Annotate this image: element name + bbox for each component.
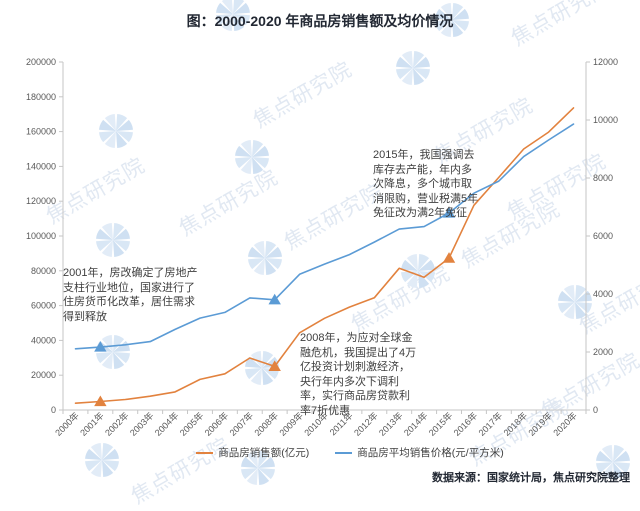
x-category-label: 2005年 xyxy=(177,410,205,438)
right-tick-label: 4000 xyxy=(593,289,613,299)
legend-item-sales: 商品房销售额(亿元) xyxy=(196,445,309,460)
annotation-2008: 2008年，为应对全球金融危机，我国提出了4万亿投资计划刺激经济，央行年内多次下… xyxy=(300,332,417,417)
marker-triangle xyxy=(268,293,281,305)
x-category-label: 2004年 xyxy=(152,410,180,438)
legend: 商品房销售额(亿元) 商品房平均销售价格(元/平方米) xyxy=(0,445,640,460)
right-tick-label: 6000 xyxy=(593,231,613,241)
left-tick-label: 140000 xyxy=(26,161,56,171)
x-category-label: 2000年 xyxy=(53,410,81,438)
legend-label-sales: 商品房销售额(亿元) xyxy=(218,447,310,459)
marker-triangle xyxy=(442,252,456,263)
chart-canvas: 0200004000060000800001000001200001400001… xyxy=(26,57,618,438)
right-tick-label: 0 xyxy=(593,405,598,415)
x-category-label: 2015年 xyxy=(426,410,454,438)
x-category-label: 2002年 xyxy=(102,410,130,438)
legend-item-price: 商品房平均销售价格(元/平方米) xyxy=(335,445,504,460)
left-tick-label: 40000 xyxy=(31,335,56,345)
x-category-label: 2019年 xyxy=(526,410,554,438)
x-category-label: 2018年 xyxy=(501,410,529,438)
x-category-label: 2008年 xyxy=(252,410,280,438)
annotation-2001: 2001年，房改确定了房地产支柱行业地位，国家进行了住房货币化改革，居住需求得到… xyxy=(63,267,198,323)
data-source: 数据来源：国家统计局，焦点研究院整理 xyxy=(432,472,630,484)
left-tick-label: 100000 xyxy=(26,231,56,241)
right-tick-label: 12000 xyxy=(593,57,618,67)
x-category-label: 2016年 xyxy=(451,410,479,438)
chart-title: 图：2000-2020 年商品房销售额及均价情况 xyxy=(186,13,454,29)
x-category-label: 2017年 xyxy=(476,410,504,438)
sales-line-swatch xyxy=(196,451,214,454)
left-tick-label: 80000 xyxy=(31,266,56,276)
x-category-label: 2020年 xyxy=(551,410,579,438)
right-tick-label: 10000 xyxy=(593,115,618,125)
left-tick-label: 160000 xyxy=(26,127,56,137)
annotation-2015: 2015年，我国强调去库存去产能，年内多次降息，多个城市取消限购，营业税满5年免… xyxy=(373,149,479,220)
left-tick-label: 20000 xyxy=(31,370,56,380)
marker-triangle xyxy=(94,395,107,407)
x-category-label: 2003年 xyxy=(127,410,155,438)
price-line xyxy=(74,123,575,350)
left-tick-label: 0 xyxy=(51,405,56,415)
right-tick-label: 2000 xyxy=(593,347,613,357)
sales-line xyxy=(74,107,575,405)
left-tick-label: 200000 xyxy=(26,57,56,67)
x-category-label: 2007年 xyxy=(227,410,255,438)
right-tick-label: 8000 xyxy=(593,173,613,183)
left-tick-label: 180000 xyxy=(26,92,56,102)
marker-triangle xyxy=(442,207,456,218)
left-tick-label: 60000 xyxy=(31,301,56,311)
legend-label-price: 商品房平均销售价格(元/平方米) xyxy=(357,447,504,459)
x-category-label: 2001年 xyxy=(77,410,105,438)
x-category-label: 2006年 xyxy=(202,410,230,438)
left-tick-label: 120000 xyxy=(26,196,56,206)
price-line-swatch xyxy=(335,451,353,454)
